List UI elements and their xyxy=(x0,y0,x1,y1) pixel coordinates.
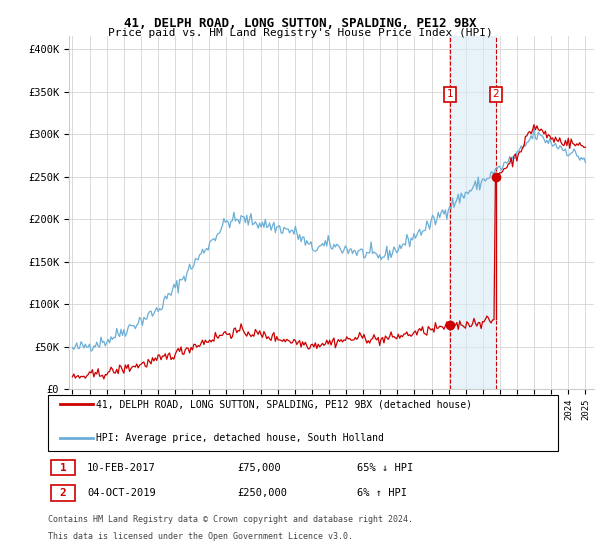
Text: 41, DELPH ROAD, LONG SUTTON, SPALDING, PE12 9BX (detached house): 41, DELPH ROAD, LONG SUTTON, SPALDING, P… xyxy=(96,399,472,409)
Text: 65% ↓ HPI: 65% ↓ HPI xyxy=(357,463,413,473)
Text: 2: 2 xyxy=(59,488,67,498)
Text: 2: 2 xyxy=(493,89,499,99)
Bar xyxy=(451,36,496,389)
Text: 41, DELPH ROAD, LONG SUTTON, SPALDING, PE12 9BX: 41, DELPH ROAD, LONG SUTTON, SPALDING, P… xyxy=(124,17,476,30)
Text: 6% ↑ HPI: 6% ↑ HPI xyxy=(357,488,407,498)
Text: 10-FEB-2017: 10-FEB-2017 xyxy=(87,463,156,473)
Text: 1: 1 xyxy=(59,463,67,473)
Text: This data is licensed under the Open Government Licence v3.0.: This data is licensed under the Open Gov… xyxy=(48,532,353,541)
Text: HPI: Average price, detached house, South Holland: HPI: Average price, detached house, Sout… xyxy=(96,433,384,443)
Text: 04-OCT-2019: 04-OCT-2019 xyxy=(87,488,156,498)
Text: Contains HM Land Registry data © Crown copyright and database right 2024.: Contains HM Land Registry data © Crown c… xyxy=(48,515,413,524)
Text: 1: 1 xyxy=(447,89,454,99)
Text: £75,000: £75,000 xyxy=(237,463,281,473)
Text: Price paid vs. HM Land Registry's House Price Index (HPI): Price paid vs. HM Land Registry's House … xyxy=(107,28,493,38)
Text: £250,000: £250,000 xyxy=(237,488,287,498)
